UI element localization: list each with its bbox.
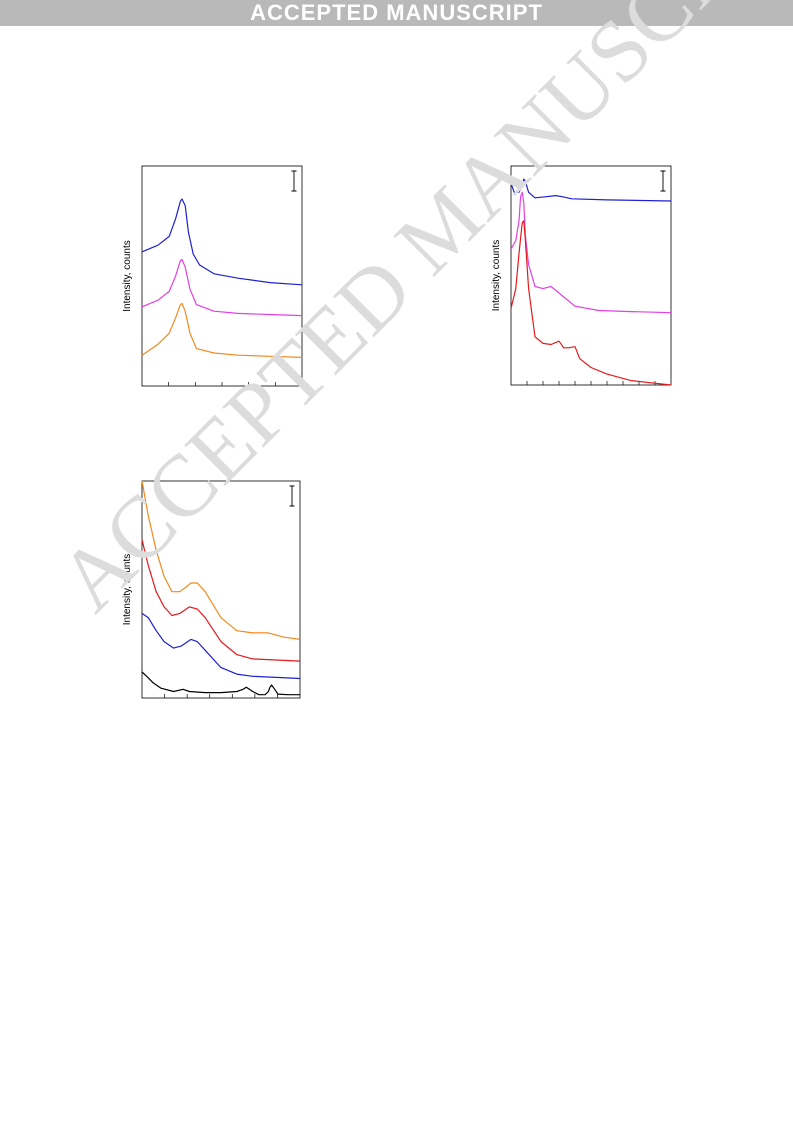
chart-top-right: Intensity, counts [491,165,672,386]
series-line-2 [141,258,303,317]
intensity-scale-bar [289,485,295,507]
chart-top-left: Intensity, counts [122,165,303,387]
series-line-2 [510,191,672,314]
series-line-1 [141,480,301,640]
plot-frame [141,165,303,387]
series-line-4 [141,671,300,696]
plot-frame [141,480,301,699]
series-line-1 [141,198,303,286]
accepted-manuscript-banner: ACCEPTED MANUSCRIPT [0,0,793,26]
y-axis-label: Intensity, counts [122,554,133,626]
intensity-scale-bar [291,170,297,192]
intensity-scale-bar [660,170,666,192]
y-axis-label: Intensity, counts [122,240,133,312]
series-line-2 [141,539,301,662]
series-line-3 [510,220,672,386]
chart-bottom-left: Intensity, counts [122,480,301,699]
series-line-3 [141,302,303,358]
series-line-3 [141,612,301,680]
series-line-1 [510,178,672,202]
y-axis-label: Intensity, counts [491,240,502,312]
